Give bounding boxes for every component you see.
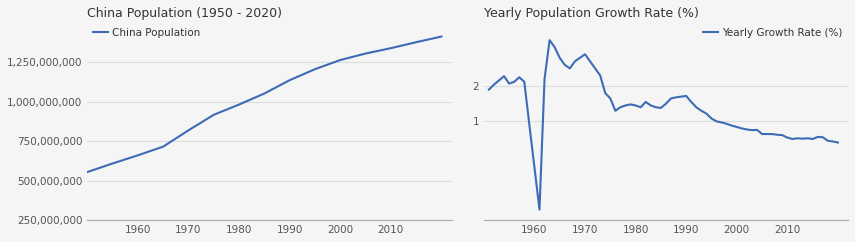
China Population (82, 171, 92, 174)
China Population (259, 92, 269, 95)
China Population (285, 79, 295, 82)
Line: Yearly Growth Rate (%): Yearly Growth Rate (%) (489, 40, 838, 210)
China Population (386, 47, 396, 50)
Yearly Growth Rate (%) (686, 100, 696, 103)
China Population (310, 68, 320, 71)
Text: Yearly Population Growth Rate (%): Yearly Population Growth Rate (%) (484, 7, 699, 20)
Legend: Yearly Growth Rate (%): Yearly Growth Rate (%) (703, 28, 843, 38)
Yearly Growth Rate (%) (793, 137, 803, 140)
China Population (183, 129, 193, 132)
Yearly Growth Rate (%) (600, 92, 610, 95)
Yearly Growth Rate (%) (484, 88, 494, 91)
China Population (108, 162, 118, 165)
China Population (361, 52, 371, 55)
Yearly Growth Rate (%) (575, 56, 585, 59)
China Population (209, 113, 219, 116)
Text: China Population (1950 - 2020): China Population (1950 - 2020) (87, 7, 282, 20)
China Population (158, 145, 168, 148)
Line: China Population: China Population (87, 37, 441, 172)
China Population (234, 103, 245, 106)
Yearly Growth Rate (%) (529, 166, 540, 169)
China Population (133, 154, 143, 157)
Yearly Growth Rate (%) (833, 141, 843, 144)
China Population (436, 35, 446, 38)
Legend: China Population: China Population (92, 28, 201, 38)
China Population (335, 59, 345, 61)
China Population (411, 41, 422, 44)
Yearly Growth Rate (%) (545, 39, 555, 42)
Yearly Growth Rate (%) (640, 100, 651, 103)
Yearly Growth Rate (%) (534, 208, 545, 211)
